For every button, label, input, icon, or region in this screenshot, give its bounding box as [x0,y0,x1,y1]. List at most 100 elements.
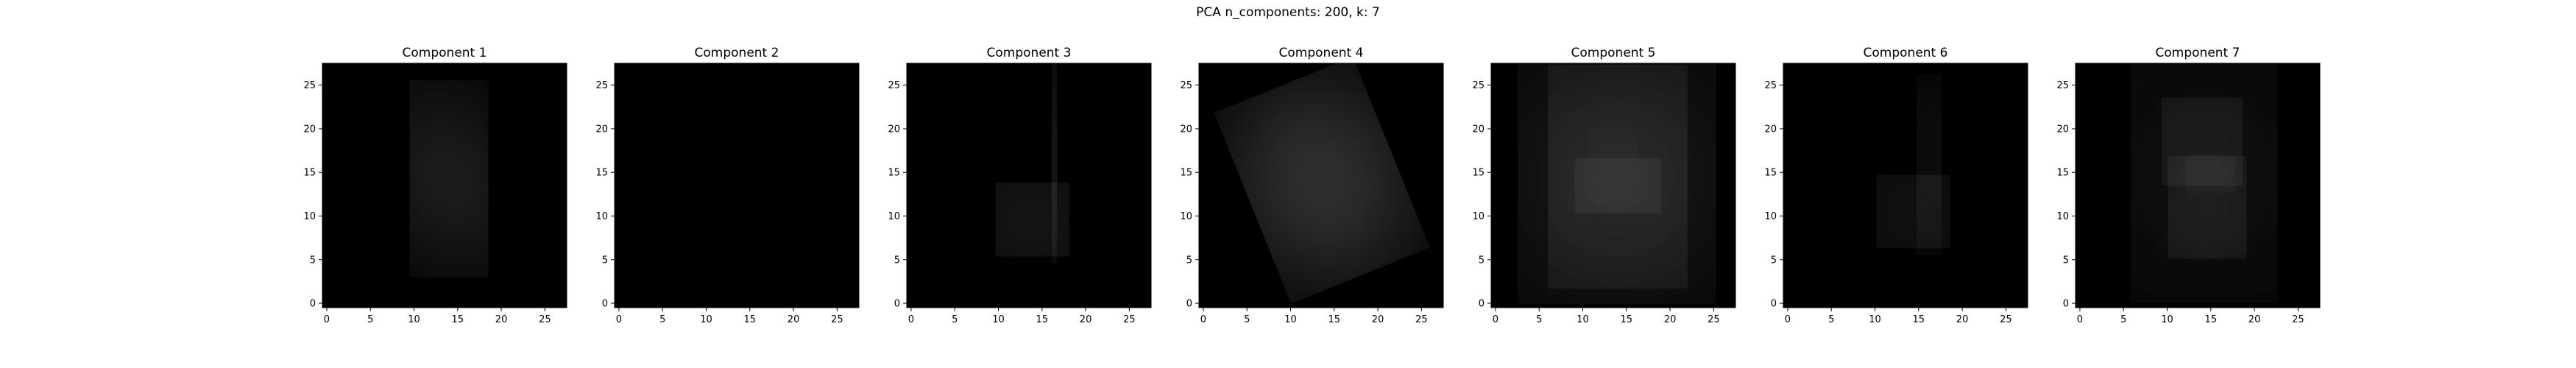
x-tick-label: 10 [1284,314,1297,325]
x-tick-label: 15 [452,314,464,325]
component-1-stroke [411,99,487,260]
component-image [1256,99,1388,261]
x-tick-label: 15 [1036,314,1049,325]
y-tick-label: 20 [303,124,316,135]
x-tick-label: 20 [788,314,800,325]
panel-component-4: Component 4 0 5 10 15 20 25 0 5 10 15 20 25 [1180,46,1444,325]
y-tick-label: 5 [1186,255,1192,266]
axes-frame [1783,63,2028,308]
x-tick-label: 10 [1869,314,1881,325]
x-tick-label: 10 [992,314,1005,325]
x-tick-label: 25 [2000,314,2012,325]
axes-frame [2075,63,2321,308]
y-tick-label: 5 [1479,255,1485,266]
x-tick-label: 10 [700,314,712,325]
component-7-stroke [2193,160,2229,188]
y-tick-label: 5 [894,255,900,266]
panel-title: Component 1 [403,46,487,60]
y-tick-label: 20 [1180,124,1192,135]
x-tick-label: 15 [1328,314,1341,325]
x-tick-label: 5 [1244,314,1250,325]
y-tick-label: 15 [1180,168,1192,179]
y-tick-label: 0 [602,299,608,310]
y-tick-label: 25 [1472,80,1485,91]
x-tick-label: 0 [1785,314,1791,325]
component-6-stroke [1861,111,1950,251]
x-tick-label: 20 [1080,314,1092,325]
component-image [1861,93,1950,251]
panel-title: Component 3 [987,46,1072,60]
x-tick-label: 5 [1536,314,1542,325]
x-tick-label: 10 [1577,314,1589,325]
y-tick-label: 10 [1180,211,1192,222]
y-tick-label: 25 [1180,80,1192,91]
panels: Component 1 0 5 10 15 20 25 0 5 10 15 20 25 Component… [303,46,2321,325]
component-image [411,99,487,260]
y-tick-label: 5 [602,255,608,266]
image-background [1199,63,1443,308]
component-image [2158,98,2251,255]
component-5-stroke [1599,210,1633,236]
y-tick-label: 10 [595,211,608,222]
x-tick-label: 15 [744,314,757,325]
y-tick-label: 25 [888,80,900,91]
x-tick-label: 25 [2292,314,2304,325]
y-tick-label: 15 [888,168,900,179]
x-tick-label: 10 [408,314,420,325]
component-5-stroke [1587,166,1649,205]
axes-frame [614,63,860,308]
x-tick-label: 0 [616,314,622,325]
y-tick-label: 0 [1479,299,1485,310]
y-tick-label: 25 [2056,80,2069,91]
y-tick-label: 10 [1472,211,1485,222]
x-tick-label: 25 [831,314,843,325]
panel-component-6: Component 6 0 5 10 15 20 25 0 5 10 15 20 25 [1764,46,2028,325]
y-tick-label: 20 [1472,124,1485,135]
panel-component-1: Component 1 0 5 10 15 20 25 0 5 10 15 20 25 [303,46,567,325]
y-tick-label: 0 [1186,299,1192,310]
y-tick-label: 5 [310,255,316,266]
x-tick-label: 15 [1913,314,1925,325]
x-tick-label: 25 [1415,314,1428,325]
axes-frame [1198,63,1444,308]
y-tick-label: 15 [1472,168,1485,179]
component-image [1554,99,1679,258]
y-tick-label: 15 [2056,168,2069,179]
x-tick-label: 20 [1372,314,1384,325]
panel-title: Component 2 [695,46,779,60]
panel-component-3: Component 3 0 5 10 15 20 25 0 5 10 15 20 25 [888,46,1152,325]
y-tick-label: 20 [888,124,900,135]
y-tick-label: 5 [2063,255,2069,266]
x-tick-label: 25 [1708,314,1720,325]
x-tick-label: 5 [367,314,373,325]
x-tick-label: 0 [2077,314,2083,325]
panel-title: Component 6 [1864,46,1948,60]
panel-component-5: Component 5 0 5 10 15 20 25 0 5 10 15 20 25 [1472,46,1736,325]
component-3-stroke [972,141,1069,255]
y-tick-label: 20 [2056,124,2069,135]
y-tick-label: 0 [310,299,316,310]
x-tick-label: 5 [2120,314,2126,325]
y-tick-label: 25 [595,80,608,91]
y-tick-label: 5 [1771,255,1777,266]
x-tick-label: 20 [1956,314,1969,325]
axes-frame [906,63,1152,308]
y-tick-label: 25 [303,80,316,91]
y-tick-label: 20 [1764,124,1777,135]
x-tick-label: 0 [324,314,330,325]
y-tick-label: 0 [2063,299,2069,310]
component-image [972,74,1069,255]
y-tick-label: 15 [595,168,608,179]
y-tick-label: 0 [894,299,900,310]
panel-component-7: Component 7 0 5 10 15 20 25 0 5 10 15 20 25 [2056,46,2321,325]
y-tick-label: 0 [1771,299,1777,310]
y-tick-label: 25 [1764,80,1777,91]
panel-component-2: Component 2 0 5 10 15 20 25 0 5 10 15 20 25 [595,46,860,325]
x-tick-label: 15 [2205,314,2218,325]
axes-frame [322,63,567,308]
x-tick-label: 25 [539,314,551,325]
y-tick-label: 15 [303,168,316,179]
component-4-stroke [1256,99,1388,261]
panel-title: Component 4 [1279,46,1364,60]
